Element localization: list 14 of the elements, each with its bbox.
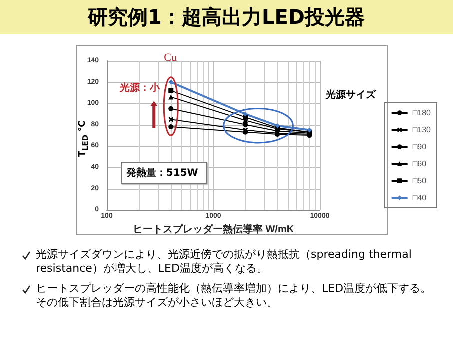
text: 光源サイズダウンにより、光源近傍での拡がり熱抵抗（spreading thermal resistance）が増大し、LED温度が高くなる。 <box>36 248 412 275</box>
legend-label: □130 <box>412 126 432 134</box>
legend-label: □50 <box>412 176 428 186</box>
legend-label: □40 <box>412 194 428 202</box>
legend-label: □60 <box>412 160 428 168</box>
annotation: 発熱量：515W <box>121 162 208 184</box>
legend-title: 光源サイズ <box>326 88 376 102</box>
x-axis-title: ヒートスプレッダー熱伝導率 W/mK <box>132 224 295 236</box>
legend-label: □90 <box>412 142 428 152</box>
text: ヒートスプレッダーの高性能化（熱伝導率増加）により、LED温度が低下する。その低下割合は光源サイズが小さいほど大きい。 <box>36 282 432 309</box>
annotation: 光源：小 <box>120 82 160 96</box>
legend-label: □180 <box>412 108 432 118</box>
chart-title: 研究例1：超高出力LED投光器 <box>0 0 453 34</box>
annotation: Cu <box>164 52 177 64</box>
